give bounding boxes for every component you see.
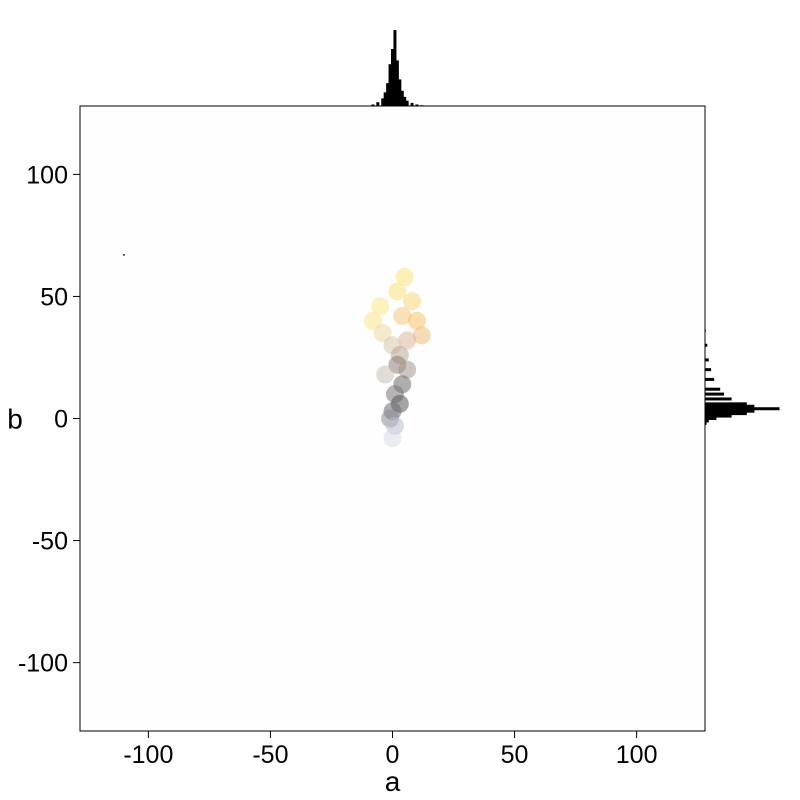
histogram-a-bar (395, 60, 399, 106)
histogram-a-bar (388, 64, 392, 106)
y-tick-label: -100 (18, 650, 68, 678)
histogram-b-bar (705, 417, 717, 420)
histogram-b-bar (705, 343, 708, 347)
histogram-a-bar (381, 98, 385, 106)
histogram-a-bar (393, 30, 397, 106)
histogram-a-bar (400, 90, 404, 106)
data-point (383, 429, 402, 448)
histogram-b-bar (705, 392, 724, 396)
data-point (407, 311, 426, 330)
y-tick-label: 50 (40, 283, 68, 311)
x-tick-label: 0 (386, 741, 400, 769)
histogram-a-bar (415, 104, 419, 106)
y-tick-label: 0 (54, 406, 68, 434)
histogram-b-bar (705, 377, 715, 381)
x-tick-label: 100 (616, 741, 658, 769)
data-point (371, 297, 390, 316)
data-point (398, 360, 417, 379)
histogram-b-bar (705, 407, 780, 411)
y-axis-label: b (7, 404, 23, 435)
histogram-a-bar (410, 102, 414, 106)
data-point (395, 267, 414, 286)
x-axis-label: a (385, 766, 401, 797)
histogram-a-bar (371, 104, 375, 106)
data-point (412, 326, 431, 345)
histogram-a-bar (403, 96, 407, 106)
histogram-b-bar (705, 397, 732, 401)
histogram-a-bar (398, 79, 402, 106)
histogram-b-bar (705, 414, 732, 418)
data-point (376, 365, 395, 384)
histogram-b-bar (705, 421, 707, 425)
x-tick-label: -100 (123, 741, 173, 769)
y-tick-label: 100 (26, 161, 68, 189)
histogram-a-bar (376, 102, 380, 106)
histogram-b-bar (705, 409, 755, 413)
histogram-a-bar (391, 49, 394, 106)
histogram-b-bar (705, 358, 709, 362)
data-point (373, 324, 392, 343)
histogram-b-bar (705, 402, 747, 406)
histogram-a-bar (405, 100, 409, 106)
histogram-a-bar (383, 92, 387, 106)
data-point (398, 331, 417, 350)
x-tick-label: 50 (501, 741, 529, 769)
data-point (363, 311, 382, 330)
x-tick-label: -50 (252, 741, 288, 769)
data-point (388, 282, 407, 301)
histogram-b-bar (705, 368, 712, 372)
histogram-b-bar (705, 387, 721, 391)
y-axis: 100 50 0 -50 -100 (18, 161, 80, 678)
histogram-a-bar (386, 83, 390, 106)
marginal-histogram-b (705, 329, 780, 425)
marginal-histogram-a (371, 30, 424, 106)
y-tick-label: -50 (32, 528, 68, 556)
x-axis: -100 -50 0 50 100 (123, 731, 658, 769)
scatter-points (122, 253, 431, 448)
data-point (403, 292, 422, 311)
data-point (393, 306, 412, 325)
histogram-b-bar (705, 412, 747, 416)
histogram-b-bar (705, 419, 709, 423)
histogram-b-bar (705, 404, 755, 408)
data-point (122, 253, 125, 256)
